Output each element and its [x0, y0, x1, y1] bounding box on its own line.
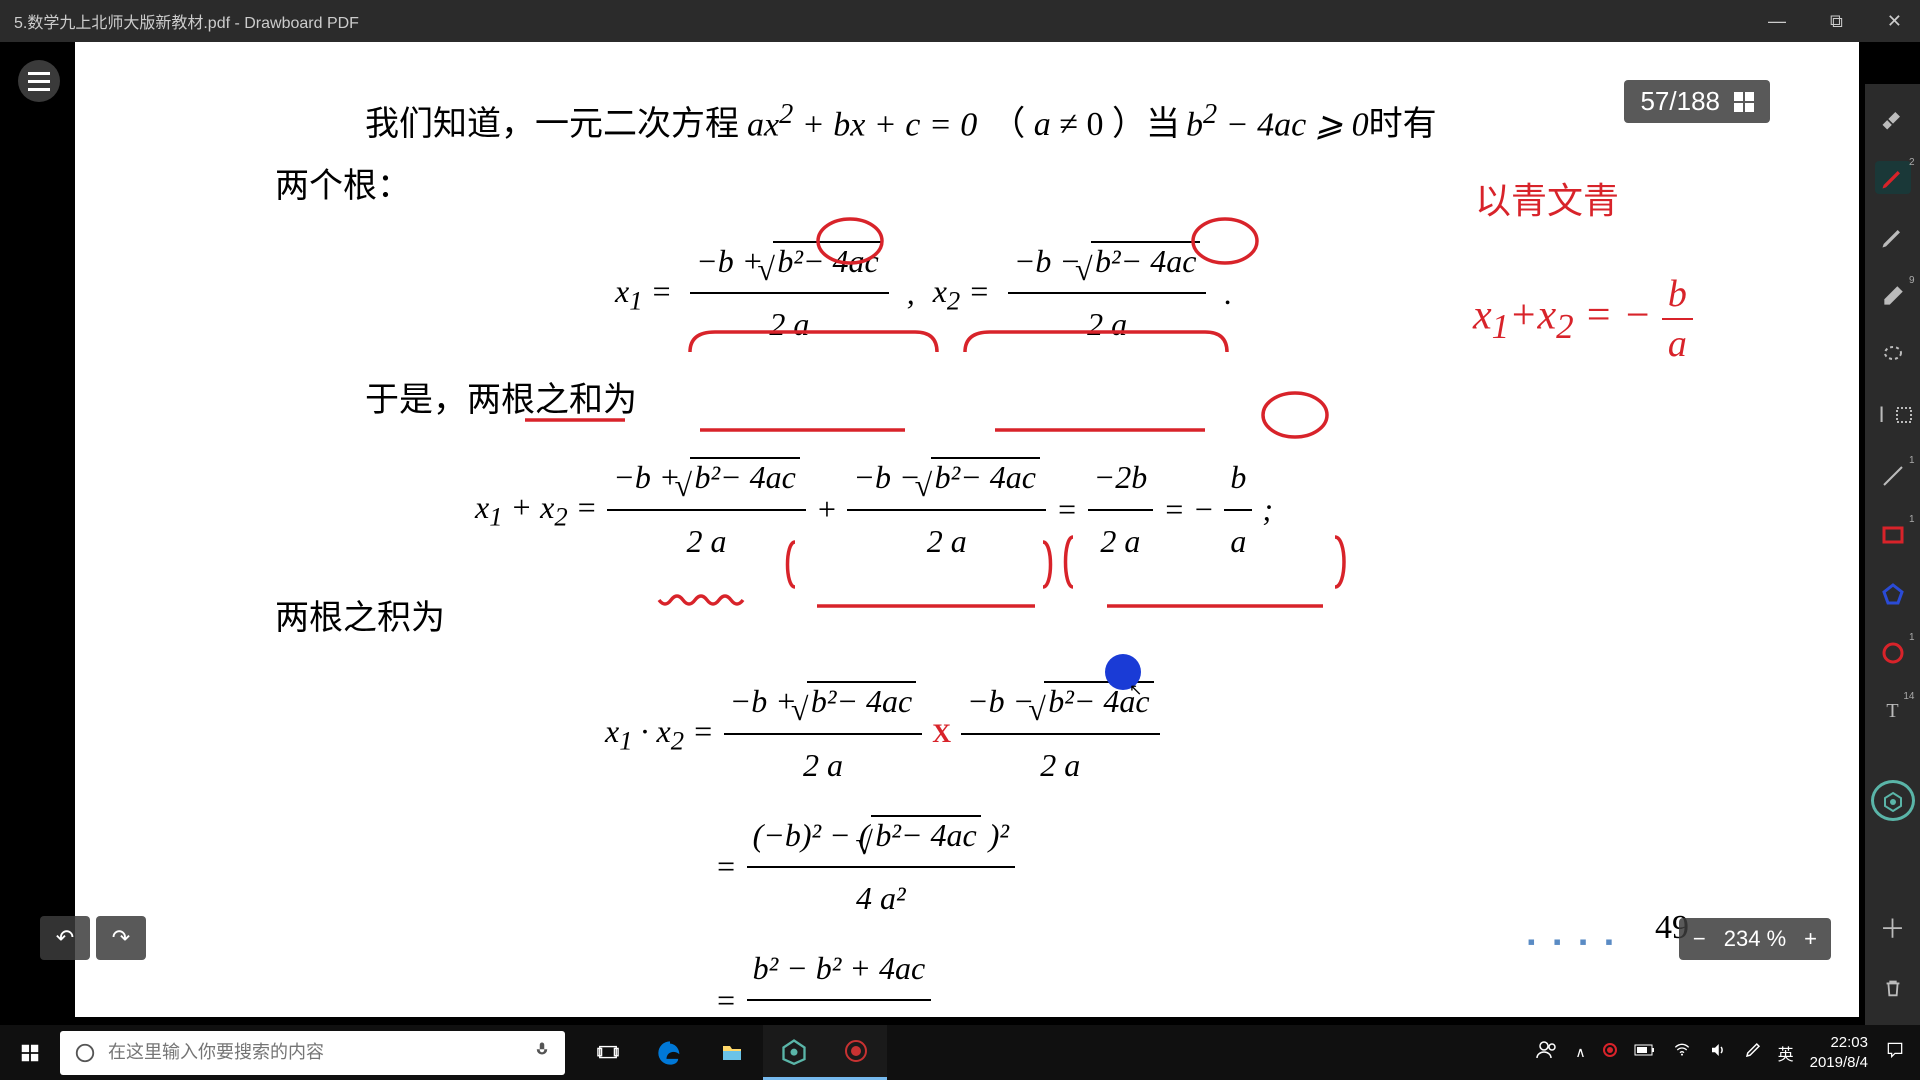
- cursor-icon: ↖: [1129, 680, 1142, 700]
- marquee-tool[interactable]: [1894, 397, 1914, 433]
- page-decoration: ▪ ▪ ▪ ▪: [1527, 929, 1619, 955]
- mic-icon[interactable]: [533, 1039, 551, 1066]
- annotation: x1+x2 = − ba: [1473, 272, 1693, 366]
- text-tool[interactable]: T 14: [1875, 695, 1911, 728]
- ime-indicator[interactable]: 英: [1778, 1041, 1794, 1065]
- polygon-tool[interactable]: [1875, 577, 1911, 610]
- task-view-icon[interactable]: [577, 1025, 639, 1080]
- cortana-icon: [74, 1042, 96, 1064]
- pen-tool-1[interactable]: 2: [1875, 161, 1911, 194]
- text: 两根之积为: [275, 588, 1437, 649]
- tray-record-icon[interactable]: [1602, 1042, 1618, 1063]
- app-body: 我们知道，一元二次方程 ax2 + bx + c = 0 （ a ≠ 0 ）当 …: [0, 42, 1920, 1025]
- text: 两个根：: [275, 156, 1437, 217]
- edge-icon[interactable]: [639, 1025, 701, 1080]
- eraser-tool[interactable]: 9: [1875, 279, 1911, 312]
- battery-icon[interactable]: [1634, 1043, 1656, 1062]
- menu-button[interactable]: [18, 60, 60, 102]
- rect-tool[interactable]: 1: [1875, 518, 1911, 551]
- lasso-tool[interactable]: [1875, 338, 1911, 371]
- taskbar: ∧ 英 22:03 2019/8/4: [0, 1025, 1920, 1080]
- pen-tray-icon[interactable]: [1744, 1040, 1762, 1065]
- search-box[interactable]: [60, 1031, 565, 1075]
- notifications-icon[interactable]: [1884, 1040, 1906, 1065]
- explorer-icon[interactable]: [701, 1025, 763, 1080]
- pen-tool-2[interactable]: [1875, 220, 1911, 253]
- text: 时有: [1369, 94, 1437, 155]
- document-viewport[interactable]: 我们知道，一元二次方程 ax2 + bx + c = 0 （ a ≠ 0 ）当 …: [75, 42, 1859, 1017]
- tray-up-icon[interactable]: ∧: [1575, 1044, 1585, 1061]
- people-icon[interactable]: [1535, 1038, 1559, 1067]
- trash-tool[interactable]: [1875, 972, 1911, 1005]
- undo-button[interactable]: ↶: [40, 916, 90, 960]
- wifi-icon[interactable]: [1672, 1042, 1692, 1063]
- highlighter-tool[interactable]: [1875, 102, 1911, 135]
- document-content: 我们知道，一元二次方程 ax2 + bx + c = 0 （ a ≠ 0 ）当 …: [275, 90, 1437, 1017]
- record-icon[interactable]: [825, 1025, 887, 1080]
- text: 于是，两根之和为: [275, 370, 1437, 431]
- window-title: 5.数学九上北师大版新教材.pdf - Drawboard PDF: [10, 9, 1760, 33]
- title-bar: 5.数学九上北师大版新教材.pdf - Drawboard PDF ― ⧉ ✕: [0, 0, 1920, 42]
- drawboard-icon[interactable]: [763, 1025, 825, 1080]
- radial-menu-button[interactable]: [1871, 780, 1915, 821]
- annotation: 以青文青: [1475, 172, 1619, 224]
- volume-icon[interactable]: [1708, 1041, 1728, 1064]
- window-controls: ― ⧉ ✕: [1760, 7, 1910, 36]
- text-cursor-tool[interactable]: I: [1872, 397, 1892, 433]
- grid-view-icon[interactable]: [1734, 92, 1754, 112]
- undo-redo-bar: ↶ ↷: [40, 916, 146, 960]
- circle-tool[interactable]: 1: [1875, 636, 1911, 669]
- close-button[interactable]: ✕: [1879, 7, 1910, 36]
- system-tray: ∧ 英 22:03 2019/8/4: [1535, 1033, 1920, 1072]
- zoom-out-button[interactable]: −: [1693, 926, 1706, 952]
- zoom-value: 234 %: [1724, 926, 1786, 952]
- search-input[interactable]: [108, 1042, 521, 1063]
- page-indicator[interactable]: 57/188: [1624, 80, 1770, 123]
- clock[interactable]: 22:03 2019/8/4: [1810, 1033, 1868, 1072]
- add-tool[interactable]: ＋: [1875, 910, 1911, 946]
- right-toolbar: 2 9 I 1 1: [1865, 84, 1920, 1064]
- redo-button[interactable]: ↷: [96, 916, 146, 960]
- zoom-control: − 234 % +: [1679, 918, 1831, 960]
- line-tool[interactable]: 1: [1875, 459, 1911, 492]
- maximize-button[interactable]: ⧉: [1822, 7, 1851, 36]
- zoom-in-button[interactable]: +: [1804, 926, 1817, 952]
- minimize-button[interactable]: ―: [1760, 7, 1794, 36]
- taskbar-apps: [577, 1025, 887, 1080]
- start-button[interactable]: [0, 1025, 60, 1080]
- text: 我们知道，一元二次方程: [275, 94, 739, 155]
